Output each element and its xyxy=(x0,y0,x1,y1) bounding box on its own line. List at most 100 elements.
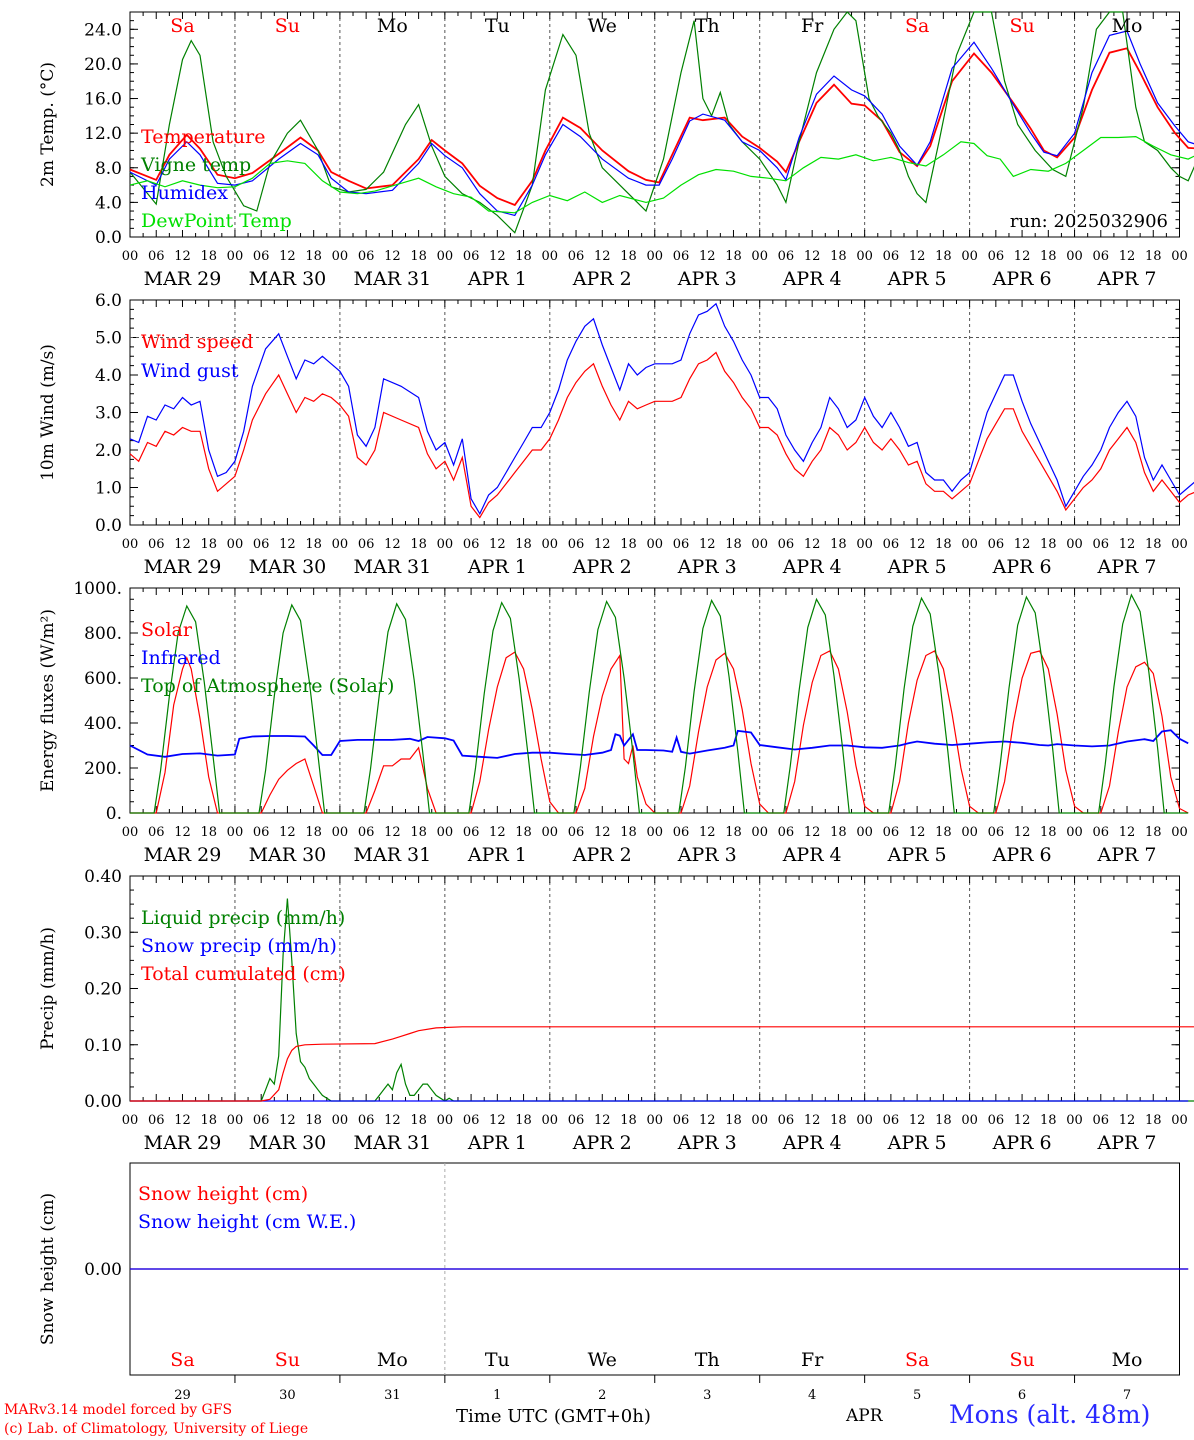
hour-tick-label: 18 xyxy=(935,825,952,840)
hour-tick-label: 06 xyxy=(358,1113,375,1128)
hour-tick-label: 12 xyxy=(279,249,296,264)
wind-plot-frame xyxy=(129,299,1180,526)
hour-tick-label: 00 xyxy=(227,1113,244,1128)
hour-tick-label: 12 xyxy=(174,537,191,552)
hour-tick-label: 12 xyxy=(909,537,926,552)
weekday-label: Mo xyxy=(377,1349,408,1371)
weekday-label: Sa xyxy=(905,15,929,37)
y-tick-label: 20.0 xyxy=(84,55,122,75)
energy-y-axis-label: Energy fluxes (W/m²) xyxy=(38,609,58,792)
hour-tick-label: 12 xyxy=(489,249,506,264)
series-line xyxy=(130,650,1189,814)
hour-tick-label: 18 xyxy=(1145,1113,1162,1128)
day-number-label: 30 xyxy=(279,1388,296,1403)
hour-tick-label: 00 xyxy=(542,1113,559,1128)
legend-entry: Snow height (cm W.E.) xyxy=(138,1211,356,1233)
hour-tick-label: 12 xyxy=(804,249,821,264)
hour-tick-label: 06 xyxy=(463,249,480,264)
hour-tick-label: 06 xyxy=(673,825,690,840)
date-label: APR 2 xyxy=(572,556,632,578)
hour-tick-label: 00 xyxy=(856,249,873,264)
lab-credit: (c) Lab. of Climatology, University of L… xyxy=(4,1421,309,1437)
hour-tick-label: 00 xyxy=(227,249,244,264)
legend-entry: Wind speed xyxy=(141,331,253,353)
hour-tick-label: 18 xyxy=(1040,825,1057,840)
hour-tick-label: 06 xyxy=(883,537,900,552)
hour-tick-label: 18 xyxy=(515,1113,532,1128)
weekday-label: Th xyxy=(695,15,720,37)
y-tick-label: 0.00 xyxy=(84,1092,122,1112)
date-label: APR 3 xyxy=(677,268,737,290)
hour-tick-label: 12 xyxy=(594,1113,611,1128)
y-tick-label: 6.0 xyxy=(95,291,122,311)
hour-tick-label: 18 xyxy=(410,537,427,552)
series-line xyxy=(129,11,1194,234)
snow-y-axis-label: Snow height (cm) xyxy=(38,1193,58,1345)
y-tick-label: 400. xyxy=(84,714,122,734)
legend-entry: Infrared xyxy=(141,647,221,669)
series-line xyxy=(129,729,1189,759)
y-tick-label: 4.0 xyxy=(95,193,122,213)
hour-tick-label: 18 xyxy=(830,825,847,840)
hour-tick-label: 06 xyxy=(358,249,375,264)
hour-tick-label: 12 xyxy=(384,249,401,264)
hour-tick-label: 12 xyxy=(594,249,611,264)
hour-tick-label: 18 xyxy=(1040,537,1057,552)
hour-tick-label: 06 xyxy=(568,537,585,552)
weekday-label: We xyxy=(588,15,617,37)
hour-tick-label: 00 xyxy=(227,825,244,840)
hour-tick-label: 18 xyxy=(935,537,952,552)
date-label: MAR 29 xyxy=(144,1132,222,1154)
y-tick-label: 8.0 xyxy=(95,159,122,179)
y-tick-label: 3.0 xyxy=(95,404,122,424)
hour-tick-label: 18 xyxy=(410,249,427,264)
hour-tick-label: 18 xyxy=(935,249,952,264)
run-annotation: run: 2025032906 xyxy=(1010,211,1168,232)
hour-tick-label: 18 xyxy=(1145,825,1162,840)
weekday-label: Mo xyxy=(1112,1349,1143,1371)
hour-tick-label: 12 xyxy=(1119,249,1136,264)
hour-tick-label: 12 xyxy=(279,825,296,840)
y-tick-label: 4.0 xyxy=(95,366,122,386)
hour-tick-label: 06 xyxy=(883,249,900,264)
y-tick-label: 24.0 xyxy=(84,20,122,40)
hour-tick-label: 00 xyxy=(542,537,559,552)
hour-tick-label: 12 xyxy=(384,1113,401,1128)
date-label: APR 7 xyxy=(1097,268,1157,290)
weekday-label: Mo xyxy=(377,15,408,37)
hour-tick-label: 12 xyxy=(174,249,191,264)
hour-tick-label: 00 xyxy=(856,825,873,840)
temperature-y-axis-label: 2m Temp. (°C) xyxy=(38,62,58,187)
model-credit: MARv3.14 model forced by GFS xyxy=(4,1402,233,1418)
hour-tick-label: 00 xyxy=(122,537,139,552)
hour-tick-label: 18 xyxy=(200,1113,217,1128)
hour-tick-label: 12 xyxy=(1119,1113,1136,1128)
hour-tick-label: 18 xyxy=(410,1113,427,1128)
hour-tick-label: 06 xyxy=(988,537,1005,552)
hour-tick-label: 06 xyxy=(253,537,270,552)
hour-tick-label: 18 xyxy=(830,537,847,552)
date-label: APR 6 xyxy=(992,556,1052,578)
hour-tick-label: 00 xyxy=(332,249,349,264)
weekday-label: Su xyxy=(275,15,300,37)
hour-tick-label: 12 xyxy=(594,537,611,552)
series-line xyxy=(130,1026,1194,1102)
date-label: APR 5 xyxy=(887,556,947,578)
hour-tick-label: 18 xyxy=(620,249,637,264)
hour-tick-label: 12 xyxy=(804,825,821,840)
wind-y-axis-label: 10m Wind (m/s) xyxy=(38,344,58,481)
hour-tick-label: 18 xyxy=(1040,249,1057,264)
date-label: MAR 29 xyxy=(144,556,222,578)
hour-tick-label: 00 xyxy=(1066,1113,1083,1128)
hour-tick-label: 00 xyxy=(332,537,349,552)
hour-tick-label: 12 xyxy=(909,1113,926,1128)
hour-tick-label: 00 xyxy=(961,1113,978,1128)
legend-entry: Total cumulated (cm) xyxy=(141,963,346,985)
hour-tick-label: 06 xyxy=(778,537,795,552)
y-tick-label: 12.0 xyxy=(84,124,122,144)
date-label: MAR 29 xyxy=(144,268,222,290)
hour-tick-label: 06 xyxy=(778,1113,795,1128)
series-line xyxy=(129,351,1194,519)
date-label: MAR 31 xyxy=(354,844,432,866)
y-tick-label: 5.0 xyxy=(95,329,122,349)
